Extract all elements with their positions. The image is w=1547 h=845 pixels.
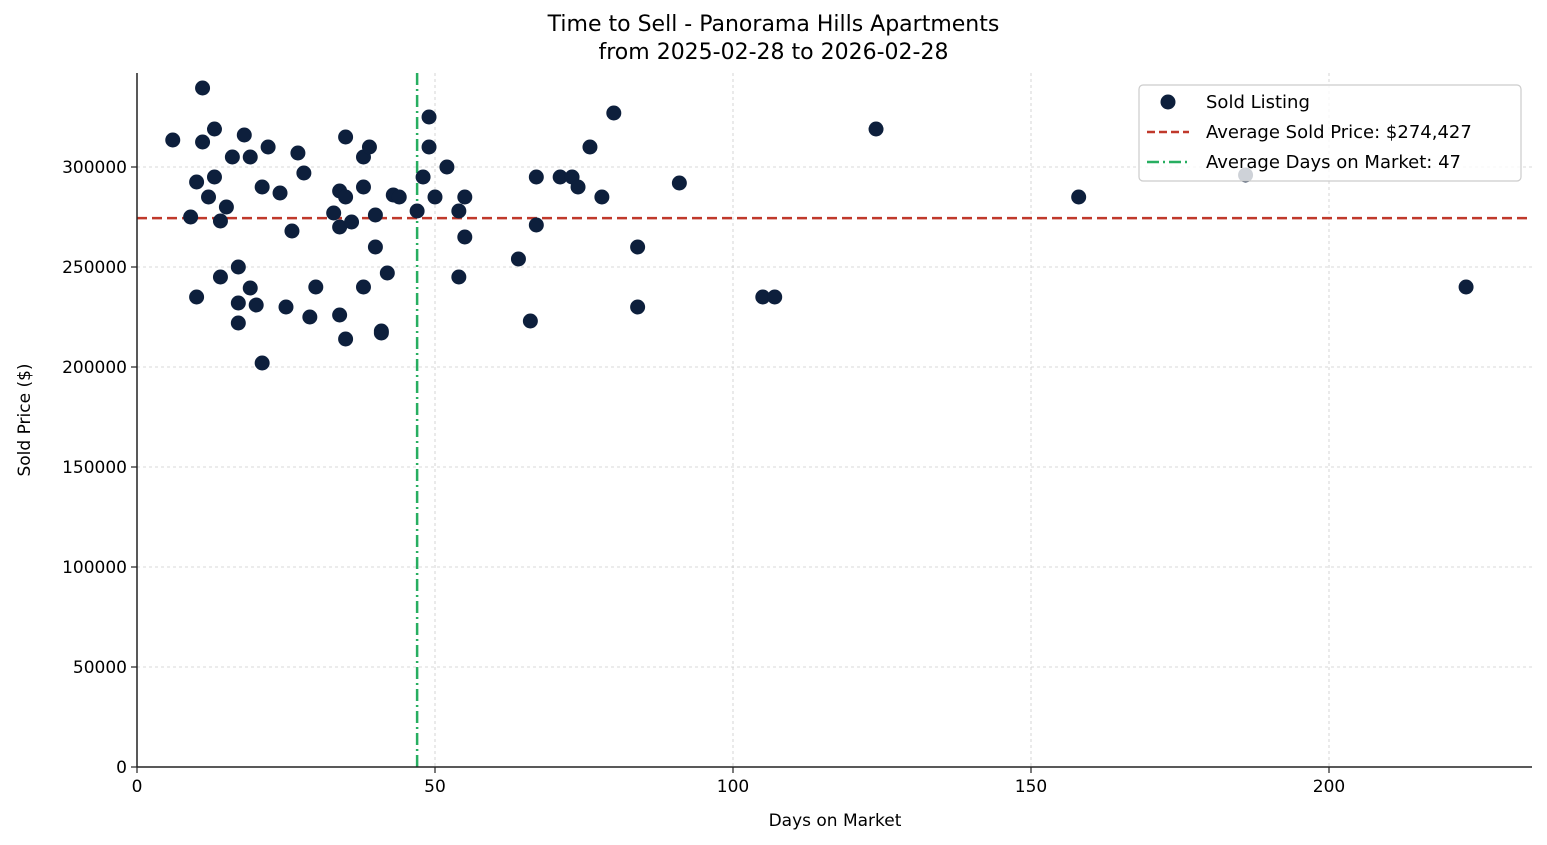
data-point xyxy=(183,209,199,225)
data-point xyxy=(195,80,211,96)
data-point xyxy=(212,213,228,229)
data-point xyxy=(528,169,544,185)
data-point xyxy=(254,179,270,195)
data-point xyxy=(284,223,300,239)
data-point xyxy=(671,175,687,191)
data-point xyxy=(421,109,437,125)
y-axis-label: Sold Price ($) xyxy=(15,363,35,476)
chart-title: Time to Sell - Panorama Hills Apartments xyxy=(547,12,1000,37)
data-point xyxy=(189,289,205,305)
data-point xyxy=(606,105,622,121)
data-point xyxy=(195,134,211,150)
data-point xyxy=(767,289,783,305)
data-point xyxy=(1458,279,1474,295)
data-point xyxy=(510,251,526,267)
data-point xyxy=(242,280,258,296)
data-point xyxy=(373,325,389,341)
data-point xyxy=(415,169,431,185)
y-tick-label: 0 xyxy=(116,758,127,778)
data-point xyxy=(528,217,544,233)
data-point xyxy=(278,299,294,315)
data-point xyxy=(552,169,568,185)
data-point xyxy=(355,279,371,295)
data-point xyxy=(189,174,205,190)
data-point xyxy=(344,214,360,230)
x-tick-label: 100 xyxy=(717,777,749,797)
y-tick-label: 100000 xyxy=(62,558,127,578)
data-point xyxy=(451,269,467,285)
data-point xyxy=(379,265,395,281)
data-point xyxy=(409,203,425,219)
data-point xyxy=(218,199,234,215)
data-point xyxy=(868,121,884,137)
legend-label: Sold Listing xyxy=(1206,92,1310,113)
x-tick-label: 50 xyxy=(424,777,446,797)
x-tick-label: 200 xyxy=(1313,777,1345,797)
data-point xyxy=(391,189,407,205)
data-point xyxy=(338,129,354,145)
data-point xyxy=(165,132,181,148)
data-point xyxy=(201,189,217,205)
data-point xyxy=(594,189,610,205)
data-point xyxy=(224,149,240,165)
data-point xyxy=(260,139,276,155)
data-point xyxy=(361,139,377,155)
data-point xyxy=(230,315,246,331)
data-point xyxy=(236,127,252,143)
data-point xyxy=(332,219,348,235)
data-point xyxy=(755,289,771,305)
y-tick-label: 250000 xyxy=(62,258,127,278)
data-point xyxy=(296,165,312,181)
data-point xyxy=(630,299,646,315)
data-point xyxy=(367,207,383,223)
legend-label: Average Days on Market: 47 xyxy=(1206,152,1461,173)
y-tick-label: 300000 xyxy=(62,158,127,178)
y-tick-label: 200000 xyxy=(62,358,127,378)
data-point xyxy=(326,205,342,221)
data-point xyxy=(630,239,646,255)
data-point xyxy=(338,189,354,205)
data-point xyxy=(212,269,228,285)
data-point xyxy=(427,189,443,205)
data-point xyxy=(582,139,598,155)
data-point xyxy=(242,149,258,165)
data-point xyxy=(272,185,288,201)
data-point xyxy=(1071,189,1087,205)
data-point xyxy=(206,169,222,185)
y-tick-label: 150000 xyxy=(62,458,127,478)
data-point xyxy=(254,355,270,371)
data-point xyxy=(367,239,383,255)
data-point xyxy=(206,121,222,137)
legend-box xyxy=(1138,84,1522,182)
data-point xyxy=(308,279,324,295)
data-point xyxy=(355,179,371,195)
data-point xyxy=(439,159,455,175)
data-point xyxy=(451,203,467,219)
legend-marker-icon xyxy=(1160,94,1176,110)
data-point xyxy=(332,307,348,323)
data-point xyxy=(290,145,306,161)
data-point xyxy=(248,297,264,313)
x-tick-label: 150 xyxy=(1015,777,1047,797)
data-point xyxy=(230,295,246,311)
x-tick-label: 0 xyxy=(132,777,143,797)
x-axis-label: Days on Market xyxy=(769,811,902,831)
data-point xyxy=(457,189,473,205)
data-point xyxy=(522,313,538,329)
data-point xyxy=(302,309,318,325)
chart-subtitle: from 2025-02-28 to 2026-02-28 xyxy=(598,40,949,65)
legend-label: Average Sold Price: $274,427 xyxy=(1206,122,1472,143)
data-point xyxy=(338,331,354,347)
y-tick-label: 50000 xyxy=(73,658,127,678)
data-point xyxy=(421,139,437,155)
data-point xyxy=(570,179,586,195)
data-point xyxy=(457,229,473,245)
data-point xyxy=(230,259,246,275)
